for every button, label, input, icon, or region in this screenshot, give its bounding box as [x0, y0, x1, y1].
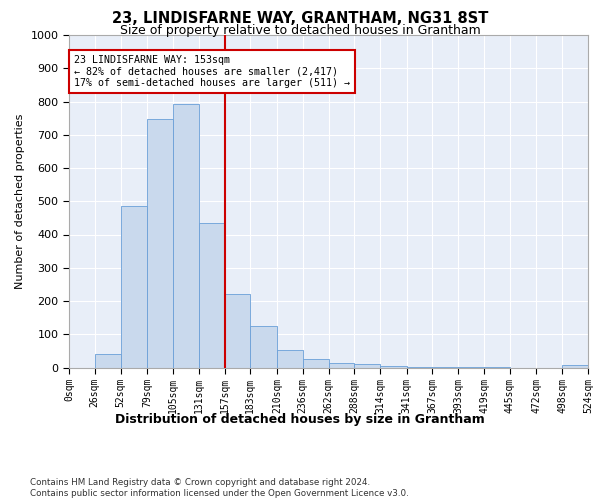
Bar [277, 350, 303, 368]
Text: 23, LINDISFARNE WAY, GRANTHAM, NG31 8ST: 23, LINDISFARNE WAY, GRANTHAM, NG31 8ST [112, 11, 488, 26]
Bar [433, 367, 458, 368]
Text: Size of property relative to detached houses in Grantham: Size of property relative to detached ho… [119, 24, 481, 37]
Bar [199, 223, 224, 368]
Bar [303, 359, 329, 368]
Bar [95, 354, 121, 368]
Bar [407, 366, 433, 368]
Y-axis label: Number of detached properties: Number of detached properties [15, 114, 25, 289]
Bar [380, 366, 407, 368]
Text: Distribution of detached houses by size in Grantham: Distribution of detached houses by size … [115, 412, 485, 426]
Text: 23 LINDISFARNE WAY: 153sqm
← 82% of detached houses are smaller (2,417)
17% of s: 23 LINDISFARNE WAY: 153sqm ← 82% of deta… [74, 55, 350, 88]
Text: Contains HM Land Registry data © Crown copyright and database right 2024.
Contai: Contains HM Land Registry data © Crown c… [30, 478, 409, 498]
Bar [250, 326, 277, 368]
Bar [173, 104, 199, 368]
Bar [121, 206, 147, 368]
Bar [147, 119, 173, 368]
Bar [354, 364, 380, 368]
Bar [329, 362, 354, 368]
Bar [562, 365, 588, 368]
Bar [224, 294, 250, 368]
